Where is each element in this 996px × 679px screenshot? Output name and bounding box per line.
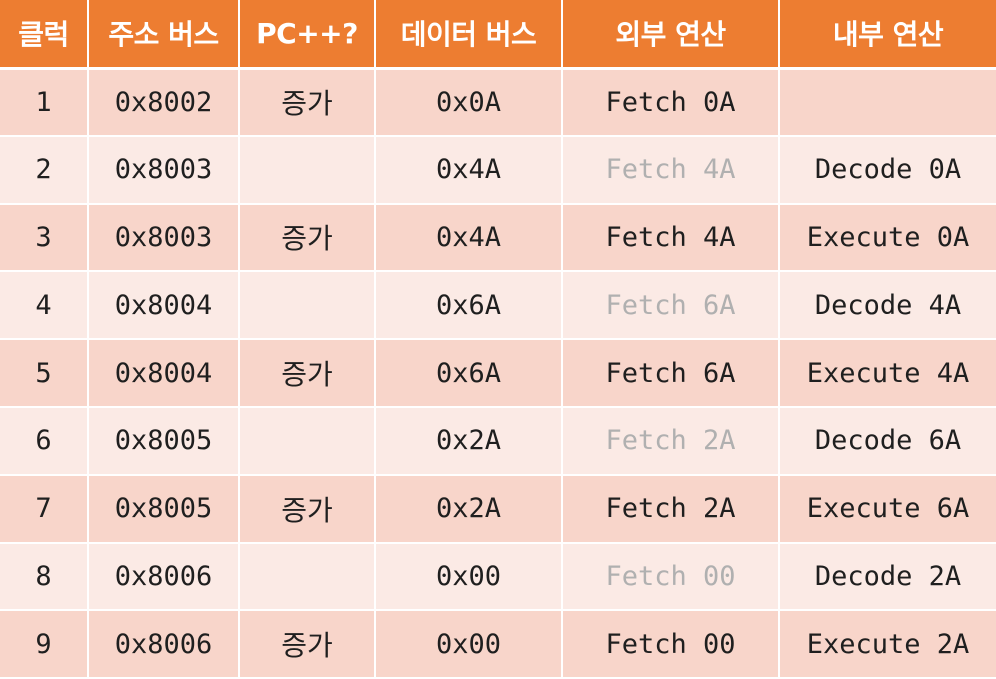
cell-pc	[239, 135, 376, 205]
cell-external: Fetch 6A	[562, 339, 780, 408]
cell-address: 0x8006	[88, 610, 240, 679]
header-data-bus: 데이터 버스	[375, 0, 563, 70]
cell-internal: Decode 4A	[779, 271, 996, 341]
cell-internal: Execute 2A	[779, 610, 996, 679]
header-internal-op: 내부 연산	[779, 0, 996, 70]
cell-external: Fetch 6A	[562, 271, 780, 341]
cell-address: 0x8004	[88, 339, 240, 408]
header-external-op: 외부 연산	[562, 0, 780, 70]
cell-address: 0x8003	[88, 135, 240, 205]
cell-external: Fetch 4A	[562, 203, 780, 273]
cell-clock: 4	[0, 271, 89, 341]
table-row: 6 0x8005 0x2A Fetch 2A Decode 6A	[0, 406, 996, 476]
cell-pc: 증가	[239, 610, 376, 679]
cell-clock: 2	[0, 135, 89, 205]
cell-external: Fetch 2A	[562, 474, 780, 544]
header-pc-increment: PC++?	[239, 0, 376, 70]
cell-address: 0x8002	[88, 68, 240, 137]
cell-pc: 증가	[239, 474, 376, 544]
cell-data: 0x6A	[375, 271, 563, 341]
cell-pc	[239, 406, 376, 476]
cell-address: 0x8006	[88, 542, 240, 612]
cell-address: 0x8005	[88, 474, 240, 544]
table-row: 9 0x8006 증가 0x00 Fetch 00 Execute 2A	[0, 610, 996, 679]
cell-external: Fetch 2A	[562, 406, 780, 476]
cell-address: 0x8003	[88, 203, 240, 273]
header-row: 클럭 주소 버스 PC++? 데이터 버스 외부 연산 내부 연산	[0, 0, 996, 70]
cell-external: Fetch 00	[562, 610, 780, 679]
cell-internal: Execute 4A	[779, 339, 996, 408]
cell-pc	[239, 271, 376, 341]
cell-data: 0x00	[375, 610, 563, 679]
cell-data: 0x4A	[375, 203, 563, 273]
cell-data: 0x0A	[375, 68, 563, 137]
cell-internal	[779, 68, 996, 137]
table-body: 1 0x8002 증가 0x0A Fetch 0A 2 0x8003 0x4A …	[0, 68, 996, 679]
table-row: 8 0x8006 0x00 Fetch 00 Decode 2A	[0, 542, 996, 612]
cell-pc	[239, 542, 376, 612]
cell-data: 0x2A	[375, 406, 563, 476]
cell-clock: 6	[0, 406, 89, 476]
cell-data: 0x6A	[375, 339, 563, 408]
cell-internal: Execute 6A	[779, 474, 996, 544]
cell-internal: Decode 0A	[779, 135, 996, 205]
cell-clock: 5	[0, 339, 89, 408]
cell-internal: Decode 6A	[779, 406, 996, 476]
cell-clock: 7	[0, 474, 89, 544]
cell-external: Fetch 00	[562, 542, 780, 612]
cell-external: Fetch 0A	[562, 68, 780, 137]
header-address-bus: 주소 버스	[88, 0, 240, 70]
table-row: 2 0x8003 0x4A Fetch 4A Decode 0A	[0, 135, 996, 205]
cell-clock: 1	[0, 68, 89, 137]
table-row: 4 0x8004 0x6A Fetch 6A Decode 4A	[0, 271, 996, 341]
cell-external: Fetch 4A	[562, 135, 780, 205]
table-row: 1 0x8002 증가 0x0A Fetch 0A	[0, 68, 996, 137]
cell-pc: 증가	[239, 68, 376, 137]
table-row: 3 0x8003 증가 0x4A Fetch 4A Execute 0A	[0, 203, 996, 273]
cell-clock: 8	[0, 542, 89, 612]
cell-internal: Decode 2A	[779, 542, 996, 612]
table-header: 클럭 주소 버스 PC++? 데이터 버스 외부 연산 내부 연산	[0, 0, 996, 70]
cell-pc: 증가	[239, 339, 376, 408]
cell-internal: Execute 0A	[779, 203, 996, 273]
cell-address: 0x8005	[88, 406, 240, 476]
cell-clock: 9	[0, 610, 89, 679]
cell-data: 0x2A	[375, 474, 563, 544]
cell-pc: 증가	[239, 203, 376, 273]
cell-address: 0x8004	[88, 271, 240, 341]
cell-clock: 3	[0, 203, 89, 273]
table-row: 7 0x8005 증가 0x2A Fetch 2A Execute 6A	[0, 474, 996, 544]
table-row: 5 0x8004 증가 0x6A Fetch 6A Execute 4A	[0, 339, 996, 408]
header-clock: 클럭	[0, 0, 89, 70]
cell-data: 0x4A	[375, 135, 563, 205]
cell-data: 0x00	[375, 542, 563, 612]
